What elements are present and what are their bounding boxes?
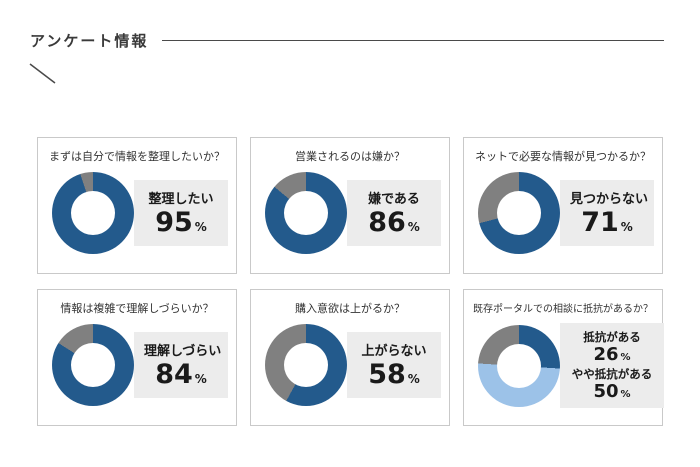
survey-grid: まずは自分で情報を整理したいか？ 整理したい 95% 営業されるのは嫌か？ 嫌で… [37,137,664,426]
page-title: アンケート情報 [30,32,149,50]
percent-sign: % [620,388,631,400]
answer-label: 抵抗がある [583,330,641,344]
answer-number: 26 [593,344,619,365]
answer-number: 58 [368,358,406,390]
answer-value: 71% [570,207,644,238]
donut-chart [265,172,347,254]
percent-sign: % [620,219,633,234]
answer-value: 86% [357,207,431,238]
question-title: ネットで必要な情報が見つかるか？ [475,150,651,163]
donut-chart [478,324,560,407]
answer-number: 95 [155,206,193,238]
question-title: 営業されるのは嫌か？ [295,150,405,163]
donut-hole [284,191,328,235]
answer-label: 上がらない [361,343,427,359]
answer-value: 26% [568,344,656,366]
answer-callout: 整理したい 95% [134,179,228,247]
survey-panel-info-complex: 情報は複雑で理解しづらいか？ 理解しづらい 84% [37,289,237,426]
page-header: アンケート情報 [0,0,700,51]
answer-label: 理解しづらい [144,343,222,359]
answer-value: 50% [568,380,656,403]
answer-callout: 抵抗がある 26% やや抵抗がある 50% [560,323,664,409]
question-title: まずは自分で情報を整理したいか？ [49,150,225,163]
percent-sign: % [407,371,420,386]
survey-panel-purchase-intent: 購入意欲は上がるか？ 上がらない 58% [250,289,450,426]
answer-number: 71 [581,206,619,238]
question-title: 既存ポータルでの相談に抵抗があるか？ [473,304,653,315]
answer-label: 整理したい [148,191,214,207]
donut-hole [71,343,115,387]
answer-callout: 見つからない 71% [560,179,654,247]
donut-chart [265,324,347,406]
answer-callout: 嫌である 86% [347,179,441,247]
answer-callout: 上がらない 58% [347,331,441,399]
donut-hole [284,343,328,387]
donut-hole [497,191,541,235]
question-title: 購入意欲は上がるか？ [295,302,405,315]
question-title: 情報は複雑で理解しづらいか？ [60,302,214,315]
donut-hole [497,343,541,388]
answer-number: 84 [155,358,193,390]
survey-panel-portal-resistance: 既存ポータルでの相談に抵抗があるか？ 抵抗がある 26% やや抵抗がある 50% [463,289,664,426]
percent-sign: % [194,371,207,386]
percent-sign: % [407,219,420,234]
survey-panel-organize-info: まずは自分で情報を整理したいか？ 整理したい 95% [37,137,237,274]
survey-panel-find-info-online: ネットで必要な情報が見つかるか？ 見つからない 71% [463,137,663,274]
donut-chart [478,172,560,254]
answer-value: 84% [144,359,218,390]
donut-hole [71,191,115,235]
header-divider-line [162,40,664,41]
percent-sign: % [620,352,631,363]
answer-number: 50 [593,380,619,402]
donut-chart [52,172,134,254]
percent-sign: % [194,219,207,234]
answer-label: 嫌である [368,191,420,207]
survey-panel-dislike-sales: 営業されるのは嫌か？ 嫌である 86% [250,137,450,274]
answer-callout: 理解しづらい 84% [134,331,228,399]
header-accent-stroke [29,63,56,84]
donut-chart [52,324,134,406]
answer-value: 58% [357,359,431,390]
answer-label: 見つからない [570,191,649,207]
answer-label: やや抵抗がある [571,366,653,381]
answer-value: 95% [144,207,218,238]
answer-number: 86 [368,206,406,238]
